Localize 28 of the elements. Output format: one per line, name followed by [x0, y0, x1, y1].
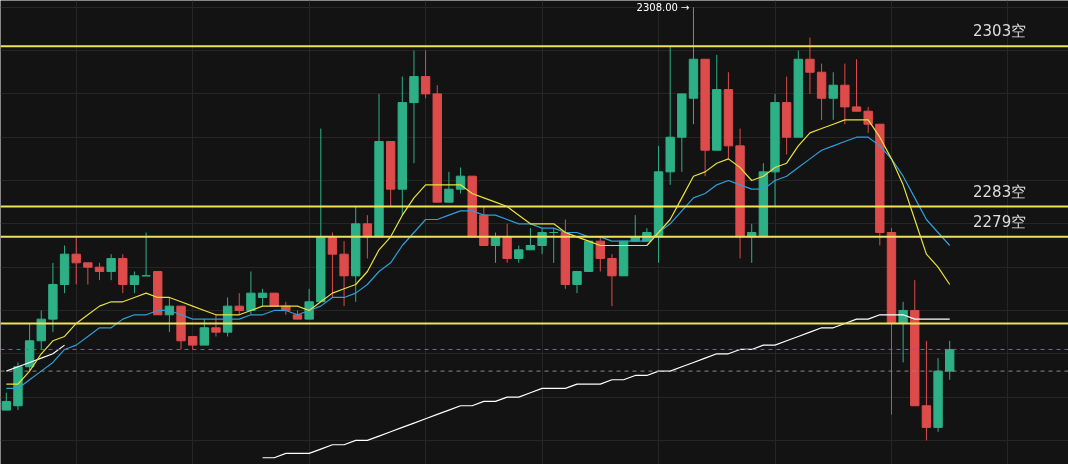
candlestick: [840, 63, 850, 125]
candlestick: [106, 253, 116, 281]
ref-line-label: 2279空: [973, 212, 1027, 231]
candlestick: [129, 270, 140, 294]
candlestick: [199, 318, 210, 346]
candlestick: [71, 236, 81, 285]
candlestick: [828, 71, 838, 121]
candlestick: [83, 262, 93, 285]
candlestick: [420, 50, 431, 99]
candlestick: [595, 236, 605, 272]
candlestick: [211, 314, 221, 337]
candlestick: [572, 270, 582, 294]
ref-line-label: 2303空: [973, 22, 1027, 41]
ref-line-label: 2283空: [973, 182, 1027, 201]
candlestick: [525, 227, 536, 251]
candlestick: [36, 309, 46, 350]
candlestick: [805, 37, 815, 95]
candlestick: [921, 340, 932, 441]
candlestick: [945, 340, 955, 381]
candlestick: [339, 240, 349, 307]
candlestick: [362, 214, 373, 259]
candlestick: [502, 223, 512, 264]
candlestick: [607, 253, 617, 307]
candlestick: [851, 58, 862, 112]
annotation: 2308.00 →: [636, 1, 690, 13]
candlestick: [444, 171, 454, 203]
candlestick: [246, 270, 256, 316]
candlestick: [234, 292, 244, 316]
